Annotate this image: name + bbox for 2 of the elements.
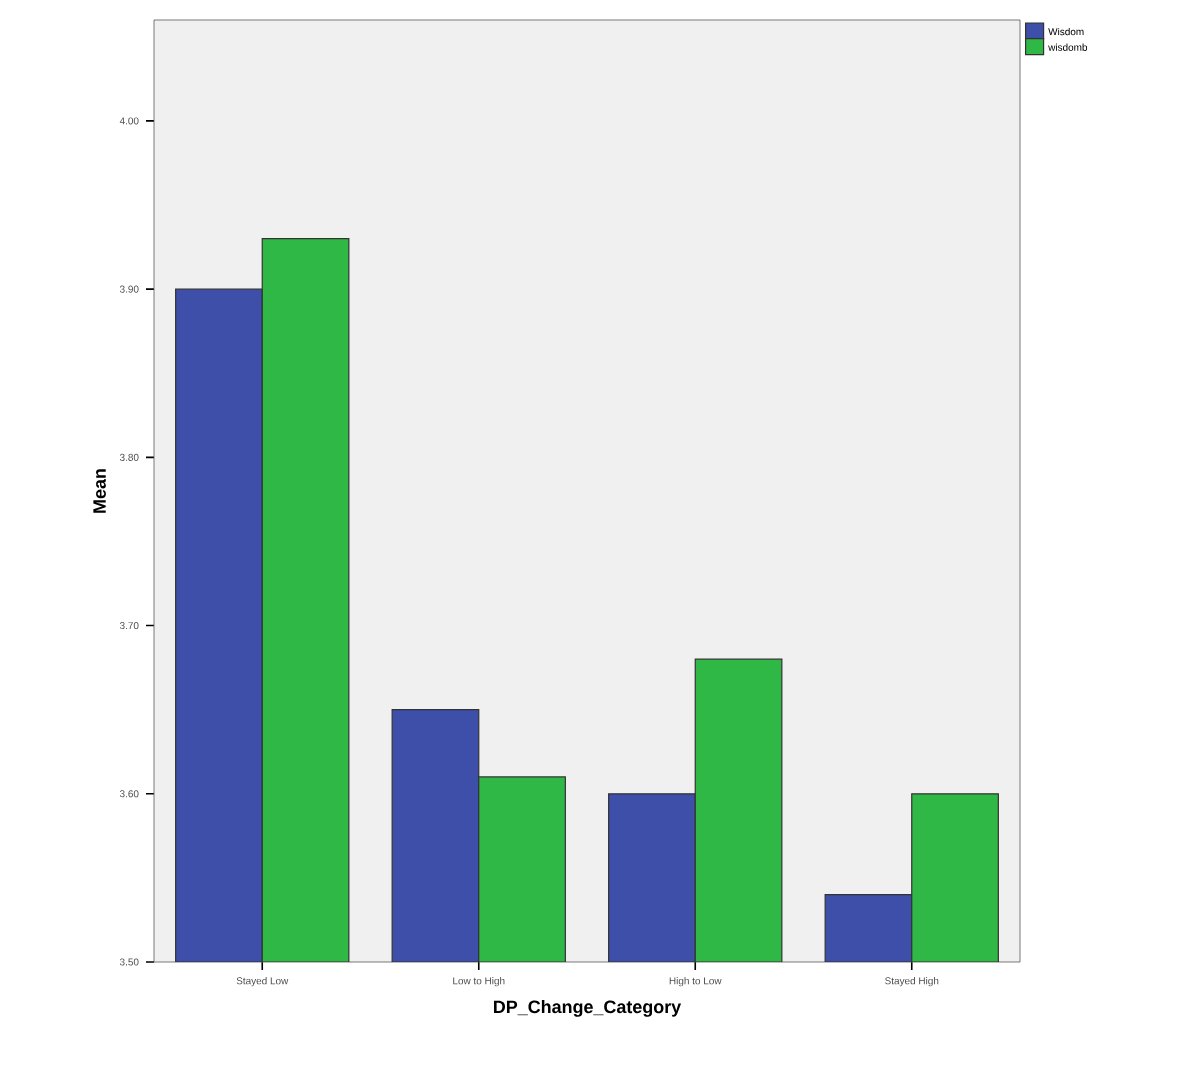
x-axis-title: DP_Change_Category [494,1000,682,1017]
y-axis-title: Mean [93,469,106,513]
